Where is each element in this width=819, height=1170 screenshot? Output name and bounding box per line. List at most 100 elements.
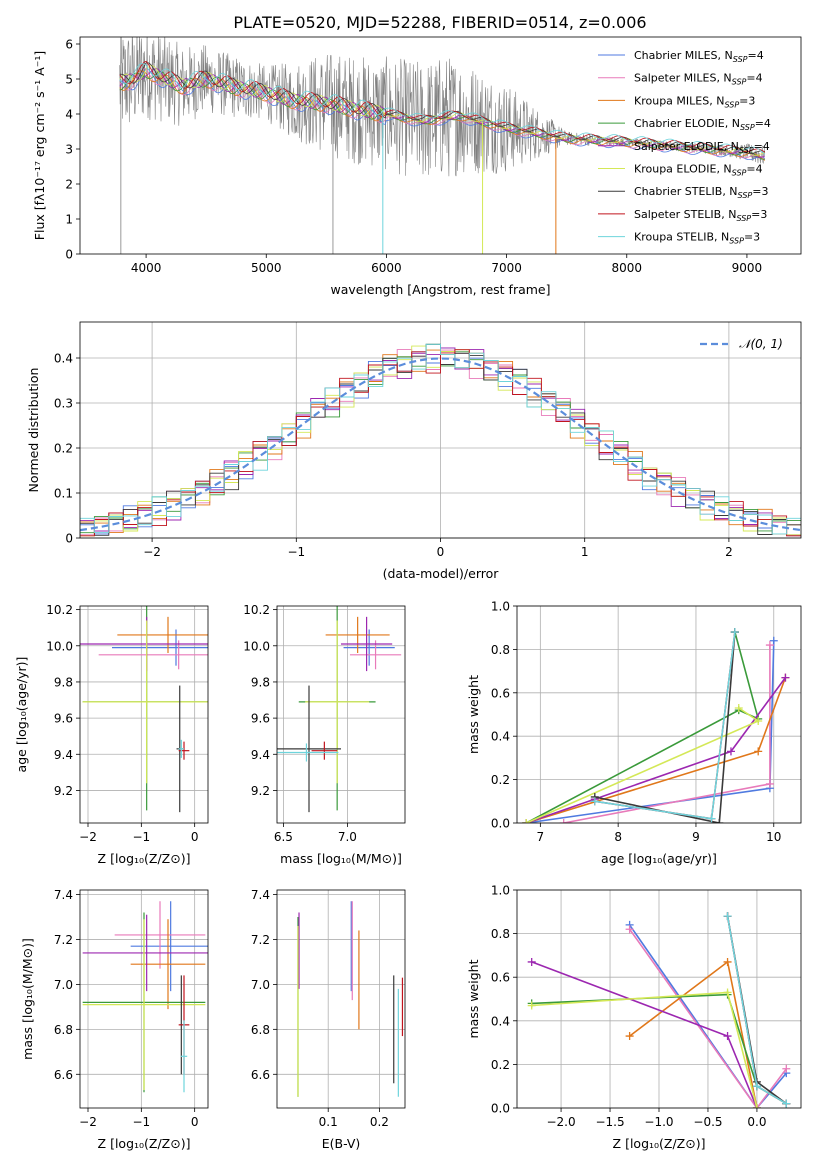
legend-ssp-subscript: SSP bbox=[724, 100, 739, 109]
age_vs_Z-xlabel: Z [log₁₀(Z/Z⊙)] bbox=[98, 851, 191, 866]
mass_vs_Z-ylabel: mass [log₁₀(M/M⊙)] bbox=[20, 938, 35, 1060]
mass_vs_Z-xtick-label: 0 bbox=[191, 1115, 199, 1129]
weight_vs_age-marker-5-0 bbox=[734, 703, 743, 712]
age_vs_Z-ytick-label: 9.4 bbox=[54, 748, 73, 762]
weight_vs_age-frame bbox=[516, 605, 802, 824]
legend-ssp-subscript: SSP bbox=[732, 78, 747, 87]
mass_vs_ebv-xtick-label: 0.2 bbox=[370, 1115, 389, 1129]
mass_vs_ebv-ytick-label: 6.6 bbox=[251, 1068, 270, 1082]
residual_hist-ytick-label: 0.3 bbox=[54, 397, 73, 411]
spectrum-plot-area bbox=[119, 37, 766, 254]
mass_vs_Z-ytick-label: 6.6 bbox=[54, 1068, 73, 1082]
weight_vs_age-series-2 bbox=[526, 677, 787, 823]
residual_hist-xtick-label: −2 bbox=[143, 545, 161, 559]
legend-ssp-subscript: SSP bbox=[738, 191, 753, 200]
weight_vs_age-marker-4-1 bbox=[726, 747, 735, 756]
mass_vs_Z-ytick-label: 7.2 bbox=[54, 933, 73, 947]
legend-nssp-value: 4 bbox=[764, 117, 771, 130]
weight_vs_Z-marker-4-0 bbox=[527, 957, 536, 966]
mass_vs_ebv-ytick-label: 6.8 bbox=[251, 1023, 270, 1037]
weight_vs_age-plot-area bbox=[522, 628, 790, 823]
mass_vs_Z-xlabel: Z [log₁₀(Z/Z⊙)] bbox=[98, 1136, 191, 1151]
weight_vs_Z-marker-8-0 bbox=[723, 912, 732, 921]
hist-series-8 bbox=[80, 343, 801, 538]
legend-series-name: Salpeter ELODIE bbox=[634, 140, 724, 153]
legend-ssp-subscript: SSP bbox=[736, 214, 751, 223]
spectrum-panel: 4000 5000 6000 7000 8000 90000123456wavelengt… bbox=[32, 36, 802, 297]
spectrum-legend-label-4: Salpeter ELODIE, NSSP=4 bbox=[634, 140, 770, 155]
legend-ssp-subscript: SSP bbox=[740, 123, 755, 132]
weight_vs_age-xtick-label: 8 bbox=[614, 830, 622, 844]
weight_vs_Z-grid bbox=[517, 889, 801, 1109]
weight_vs_age-ylabel: mass weight bbox=[466, 675, 481, 754]
mass_vs_ebv-ytick-label: 7.0 bbox=[251, 978, 270, 992]
hist-series-7 bbox=[80, 349, 801, 538]
spectrum-ytick-label: 4 bbox=[65, 108, 73, 122]
spectrum-ylabel: Flux [fλ10⁻¹⁷ erg cm⁻² s⁻¹ A⁻¹] bbox=[32, 51, 47, 240]
spectrum-legend-label-7: Salpeter STELIB, NSSP=3 bbox=[634, 208, 767, 223]
spectrum-ytick-label: 0 bbox=[65, 248, 73, 262]
age_vs_Z-xtick-label: −1 bbox=[132, 830, 150, 844]
hist-normal-curve bbox=[80, 357, 801, 532]
weight_vs_age-ytick-label: 0.8 bbox=[491, 643, 510, 657]
weight_vs_Z-panel: −2.0 −1.5 −1.0 −0.5 0.0 0.0 0.2 0.4 0.6 0.8 1.0 Z [… bbox=[466, 884, 802, 1151]
mass_vs_Z-xtick-label: −2 bbox=[79, 1115, 97, 1129]
weight_vs_age-series-8 bbox=[594, 631, 736, 820]
spectrum-xtick-label: 4000 bbox=[131, 261, 162, 275]
weight_vs_Z-ytick-label: 0.6 bbox=[491, 971, 510, 985]
weight_vs_Z-ylabel: mass weight bbox=[466, 959, 481, 1038]
weight_vs_Z-series-1 bbox=[628, 928, 787, 1108]
mass_vs_Z-xtick-label: −1 bbox=[132, 1115, 150, 1129]
spectrum-xtick-label: 5000 bbox=[251, 261, 282, 275]
residual_hist-ytick-label: 0.4 bbox=[54, 352, 73, 366]
spectrum-model-line-6 bbox=[119, 62, 766, 154]
legend-nssp-value: 4 bbox=[757, 49, 764, 62]
legend-nssp-value: 4 bbox=[756, 72, 763, 85]
age_vs_Z-xtick-label: 0 bbox=[191, 830, 199, 844]
residual_hist-xtick-label: 2 bbox=[725, 545, 733, 559]
legend-equals: = bbox=[751, 208, 760, 221]
spectrum-ytick-label: 3 bbox=[65, 143, 73, 157]
legend-series-name: Chabrier MILES bbox=[634, 49, 718, 62]
weight_vs_Z-marker-8-1 bbox=[752, 1082, 761, 1091]
spectrum-legend-label-6: Chabrier STELIB, NSSP=3 bbox=[634, 185, 768, 200]
weight_vs_Z-ytick-label: 0.2 bbox=[491, 1058, 510, 1072]
legend-ssp-subscript: SSP bbox=[739, 146, 754, 155]
legend-equals: = bbox=[754, 140, 763, 153]
legend-n: , N bbox=[709, 94, 724, 107]
weight_vs_Z-series-0 bbox=[628, 924, 787, 1108]
age_vs_Z-ytick-label: 10.0 bbox=[46, 639, 73, 653]
legend-series-name: Salpeter STELIB bbox=[634, 208, 721, 221]
weight_vs_age-marker-4-0 bbox=[781, 673, 790, 682]
age_vs_mass-ytick-label: 9.2 bbox=[251, 784, 270, 798]
weight_vs_Z-marker-2-1 bbox=[723, 957, 732, 966]
weight_vs_age-xtick-label: 7 bbox=[537, 830, 545, 844]
legend-nssp-value: 3 bbox=[748, 94, 755, 107]
age_vs_mass-ytick-label: 9.8 bbox=[251, 675, 270, 689]
age_vs_Z-ytick-label: 9.8 bbox=[54, 675, 73, 689]
spectrum-xtick-label: 7000 bbox=[491, 261, 522, 275]
mass_vs_Z-frame bbox=[79, 889, 209, 1109]
mass_vs_ebv-panel: 0.1 0.2 6.6 6.8 7.0 7.2 7.4 E(B-V) bbox=[251, 888, 406, 1151]
weight_vs_age-marker-6-1 bbox=[715, 819, 724, 823]
age_vs_Z-grid bbox=[80, 606, 208, 823]
weight_vs_Z-ytick-label: 1.0 bbox=[491, 884, 510, 898]
residual_hist-panel: −2 −1 0 1 2 0 0.1 0.2 0.3 0.4 (data-model)/error No… bbox=[26, 321, 802, 581]
spectrum-ytick-label: 5 bbox=[65, 73, 73, 87]
weight_vs_Z-ytick-label: 0.0 bbox=[491, 1102, 510, 1116]
spectrum-frame bbox=[79, 36, 802, 255]
age_vs_Z-ytick-label: 9.6 bbox=[54, 712, 73, 726]
legend-series-name: Kroupa MILES bbox=[634, 94, 709, 107]
mass_vs_ebv-grid bbox=[277, 890, 405, 1108]
weight_vs_Z-xtick-label: −0.5 bbox=[693, 1115, 722, 1129]
weight_vs_age-marker-5-1 bbox=[754, 717, 763, 726]
legend-series-name: Chabrier ELODIE bbox=[634, 117, 725, 130]
weight_vs_Z-marker-1-2 bbox=[782, 1064, 791, 1073]
weight_vs_Z-xtick-label: −1.5 bbox=[595, 1115, 624, 1129]
weight_vs_age-marker-1-0 bbox=[765, 641, 774, 650]
age_vs_mass-ytick-label: 9.4 bbox=[251, 748, 270, 762]
hist-legend-label: 𝒩(0, 1) bbox=[739, 337, 783, 351]
mass_vs_Z-ytick-label: 7.0 bbox=[54, 978, 73, 992]
